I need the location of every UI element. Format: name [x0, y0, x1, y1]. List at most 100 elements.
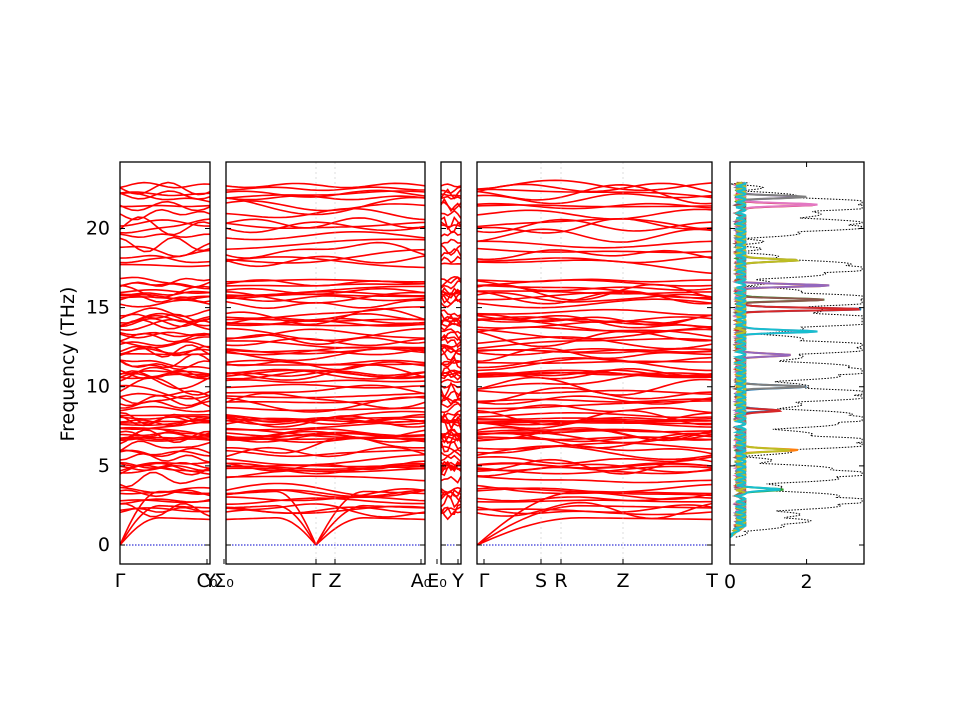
band-curve-291 [477, 463, 712, 473]
band-curve-199 [441, 475, 461, 484]
k-point-label-3-2: R [554, 570, 567, 592]
band-curve-370 [477, 204, 712, 208]
band-curve-342 [477, 330, 712, 348]
band-curve-336 [477, 348, 712, 356]
band-curve-148 [226, 348, 425, 356]
band-curve-70 [120, 295, 210, 300]
band-curve-59 [120, 336, 210, 349]
band-curve-268 [441, 238, 461, 246]
partial-dos-curve-0 [730, 181, 862, 538]
band-curve-204 [441, 460, 461, 472]
band-curve-257 [441, 292, 461, 306]
band-curve-254 [441, 312, 461, 323]
band-curve-228 [441, 394, 461, 406]
band-curve-267 [441, 262, 461, 265]
band-curve-203 [441, 461, 461, 471]
k-point-label-3-4: T [705, 570, 718, 592]
dos-x-tick-label-0: 0 [724, 571, 736, 593]
band-curve-134 [226, 392, 425, 410]
band-curve-260 [441, 288, 461, 299]
band-curve-78 [120, 249, 210, 264]
band-curve-279 [441, 193, 461, 197]
band-curve-115 [226, 435, 425, 454]
band-curve-341 [477, 336, 712, 350]
band-curve-187 [226, 182, 425, 189]
band-curve-345 [477, 318, 712, 333]
y-tick-label-0: 0 [98, 534, 110, 556]
band-curve-188 [441, 506, 461, 515]
band-curve-316 [477, 409, 712, 426]
y-tick-label-2: 10 [86, 376, 110, 398]
band-curve-82 [120, 242, 210, 258]
band-curve-230 [441, 371, 461, 379]
band-curve-274 [441, 209, 461, 219]
band-curve-11 [120, 471, 210, 488]
band-curve-133 [226, 396, 425, 413]
band-curve-263 [441, 275, 461, 288]
panel-frames [119, 161, 865, 565]
band-curve-356 [477, 290, 712, 295]
band-curve-137 [226, 383, 425, 389]
band-curve-366 [477, 218, 712, 231]
band-curve-94 [226, 503, 425, 518]
panel-frame-0 [119, 161, 211, 565]
band-curve-233 [441, 369, 461, 380]
band-curve-99 [226, 487, 425, 498]
band-curve-244 [441, 330, 461, 342]
band-curve-91 [120, 190, 210, 200]
acoustic-branch-0-0-2 [120, 490, 210, 546]
band-curve-280 [441, 186, 461, 194]
band-curve-344 [477, 308, 712, 316]
band-curve-168 [226, 287, 425, 296]
band-curve-67 [120, 299, 210, 308]
band-curve-129 [226, 410, 425, 421]
band-curve-12 [120, 449, 210, 457]
band-curve-71 [120, 289, 210, 295]
band-curve-152 [226, 328, 425, 339]
band-curve-5 [120, 489, 210, 498]
band-curve-92 [120, 181, 210, 196]
band-curve-122 [226, 428, 425, 439]
band-curve-165 [226, 285, 425, 298]
band-curve-43 [120, 376, 210, 396]
band-curve-123 [226, 427, 425, 439]
partial-dos-curve-3 [730, 181, 861, 538]
band-curve-88 [120, 204, 210, 208]
band-curve-105 [226, 475, 425, 482]
band-curve-248 [441, 333, 461, 342]
band-curve-79 [120, 263, 210, 268]
band-curve-172 [226, 248, 425, 264]
band-curve-35 [120, 414, 210, 417]
band-curve-364 [477, 247, 712, 254]
band-curve-234 [441, 359, 461, 368]
k-point-label-0-0: Γ [115, 570, 126, 592]
acoustic-branch-1-1-0 [315, 517, 425, 546]
band-curve-343 [477, 314, 712, 330]
band-curve-161 [226, 299, 425, 310]
band-curve-96 [226, 506, 425, 515]
band-curve-81 [120, 233, 210, 239]
panel-frame-2 [440, 161, 462, 565]
band-curve-375 [477, 179, 712, 192]
band-curve-222 [441, 413, 461, 424]
band-curve-306 [477, 431, 712, 444]
band-curve-362 [477, 240, 712, 249]
acoustic-branch-3-0-1 [477, 504, 712, 546]
band-curve-296 [477, 455, 712, 465]
band-curve-40 [120, 394, 210, 407]
band-curve-100 [226, 497, 425, 505]
band-curve-52 [120, 340, 210, 349]
band-curve-226 [441, 390, 461, 400]
band-curve-355 [477, 278, 712, 283]
k-point-label-3-3: Z [616, 570, 629, 592]
band-curve-63 [120, 318, 210, 332]
y-axis-label: Frequency (THz) [57, 287, 79, 442]
acoustic-branch-1-0-1 [226, 504, 317, 546]
band-curve-293 [477, 475, 712, 484]
band-curve-87 [120, 200, 210, 212]
band-curve-231 [441, 383, 461, 389]
band-curve-61 [120, 317, 210, 328]
band-curve-60 [120, 332, 210, 343]
band-curve-262 [441, 286, 461, 296]
